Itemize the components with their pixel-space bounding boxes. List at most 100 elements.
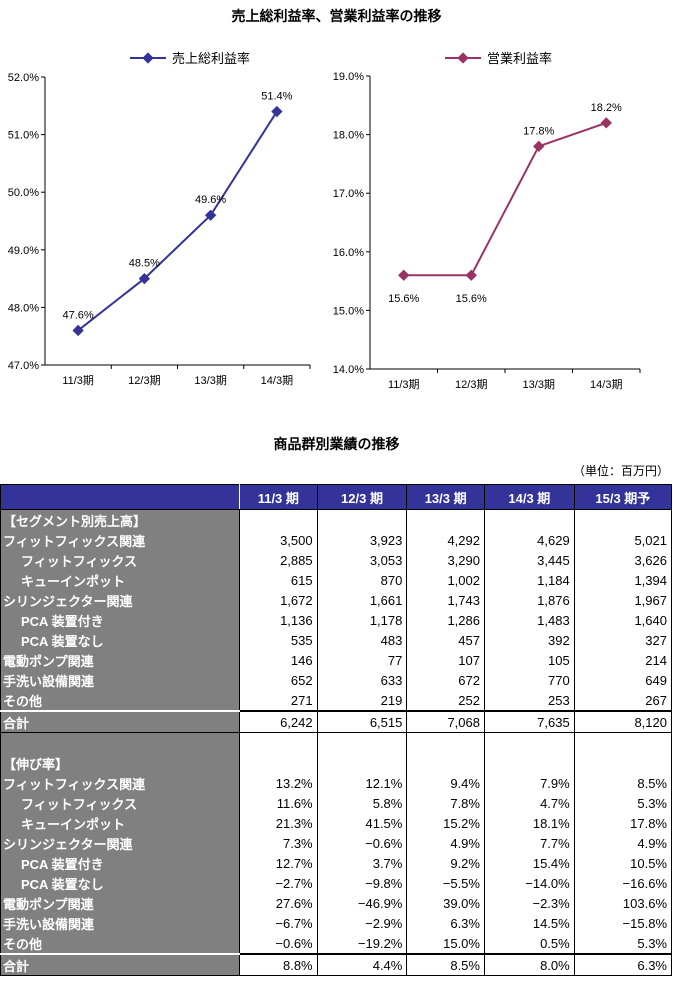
table-cell — [573, 753, 673, 773]
data-label: 15.6% — [388, 293, 419, 305]
table-cell: 7.8% — [406, 793, 485, 813]
row-label: PCA 装置付き — [0, 853, 240, 873]
table-row: キューインポット 615 870 1,002 1,184 1,394 — [0, 570, 673, 590]
table-cell: 5,021 — [573, 530, 673, 550]
data-label: 17.8% — [523, 125, 554, 137]
row-label: 合計 — [0, 710, 240, 733]
row-label: フィットフィックス — [0, 793, 240, 813]
data-point — [465, 269, 477, 281]
x-tick-label: 11/3期 — [62, 374, 94, 387]
table-cell: 6,515 — [316, 710, 408, 733]
table-cell: 146 — [239, 650, 318, 670]
table-cell: 4.4% — [316, 953, 408, 976]
table-cell: 1,184 — [483, 570, 575, 590]
row-label: キューインポット — [0, 813, 240, 833]
row-label: シリンジェクター関連 — [0, 833, 240, 853]
performance-table: 11/3 期 12/3 期 13/3 期 14/3 期 15/3 期予 【セグメント別売… — [0, 484, 673, 976]
table-cell: 17.8% — [573, 813, 673, 833]
table-cell: 4.9% — [406, 833, 485, 853]
table-cell: 535 — [239, 630, 318, 650]
table-cell — [483, 732, 575, 753]
table-cell: 7.3% — [239, 833, 318, 853]
table-cell: 12.7% — [239, 853, 318, 873]
table-cell: 327 — [573, 630, 673, 650]
x-tick-label: 13/3期 — [523, 378, 555, 391]
table-cell: 1,640 — [573, 610, 673, 630]
table-cell: 1,967 — [573, 590, 673, 610]
table-cell: −46.9% — [316, 893, 408, 913]
table-cell — [316, 509, 408, 530]
table-row: 【セグメント別売上高】 — [0, 509, 673, 530]
table-cell: 770 — [483, 670, 575, 690]
total-row: 合計 6,242 6,515 7,068 7,635 8,120 — [0, 710, 673, 733]
row-label: PCA 装置付き — [0, 610, 240, 630]
table-cell: 1,672 — [239, 590, 318, 610]
table-cell — [316, 753, 408, 773]
column-header: 15/3 期予 — [573, 484, 673, 510]
table-cell: −2.7% — [239, 873, 318, 893]
table-cell: 8.8% — [239, 953, 318, 976]
y-tick-label: 47.0% — [8, 360, 39, 372]
table-cell: −0.6% — [316, 833, 408, 853]
table-cell: 14.5% — [483, 913, 575, 933]
y-tick-label: 49.0% — [8, 245, 39, 257]
row-label: キューインポット — [0, 570, 240, 590]
total-row: 合計 8.8% 4.4% 8.5% 8.0% 6.3% — [0, 953, 673, 976]
table-cell: 219 — [316, 690, 408, 711]
table-cell: 2,885 — [239, 550, 318, 570]
table-cell — [406, 753, 485, 773]
table-cell: 7.9% — [483, 773, 575, 793]
table-cell: −9.8% — [316, 873, 408, 893]
x-tick-label: 13/3期 — [194, 374, 226, 387]
table-cell: 3,053 — [316, 550, 408, 570]
table-cell: 103.6% — [573, 893, 673, 913]
table-cell: 4,292 — [406, 530, 485, 550]
table-cell: 5.8% — [316, 793, 408, 813]
y-tick-label: 52.0% — [8, 72, 39, 84]
table-cell: −6.7% — [239, 913, 318, 933]
y-tick-label: 51.0% — [8, 130, 39, 142]
table-cell: 672 — [406, 670, 485, 690]
table-cell: 0.5% — [483, 933, 575, 954]
table-cell: 1,178 — [316, 610, 408, 630]
table-cell: 15.0% — [406, 933, 485, 954]
table-row: PCA 装置付き 1,136 1,178 1,286 1,483 1,640 — [0, 610, 673, 630]
row-label: その他 — [0, 690, 240, 711]
table-cell: 7,068 — [406, 710, 485, 733]
legend-marker — [457, 52, 469, 64]
table-cell: 1,483 — [483, 610, 575, 630]
table-cell: 10.5% — [573, 853, 673, 873]
data-point — [533, 140, 545, 152]
table-cell: −14.0% — [483, 873, 575, 893]
data-label: 49.6% — [195, 194, 226, 206]
row-label: 【伸び率】 — [0, 753, 240, 773]
table-cell: 15.4% — [483, 853, 575, 873]
table-cell: 6.3% — [406, 913, 485, 933]
table-cell: 39.0% — [406, 893, 485, 913]
data-point — [138, 272, 151, 285]
table-row: フィットフィックス関連 3,500 3,923 4,292 4,629 5,021 — [0, 530, 673, 550]
table-row: フィットフィックス関連 13.2% 12.1% 9.4% 7.9% 8.5% — [0, 773, 673, 793]
table-cell: 4.7% — [483, 793, 575, 813]
table-cell: 18.1% — [483, 813, 575, 833]
row-label: 電動ポンプ関連 — [0, 650, 240, 670]
row-label: 合計 — [0, 953, 240, 976]
y-tick-label: 16.0% — [333, 247, 364, 259]
table-cell: 652 — [239, 670, 318, 690]
table-row: PCA 装置なし 535 483 457 392 327 — [0, 630, 673, 650]
row-label — [0, 732, 240, 753]
table-row: フィットフィックス 11.6% 5.8% 7.8% 4.7% 5.3% — [0, 793, 673, 813]
row-label: 電動ポンプ関連 — [0, 893, 240, 913]
table-cell: −16.6% — [573, 873, 673, 893]
table-cell: 214 — [573, 650, 673, 670]
table-cell: 7,635 — [483, 710, 575, 733]
table-title: 商品群別業績の推移 — [273, 437, 400, 453]
charts-area: 47.0% 48.0% 49.0% 50.0% 51.0% 52.0% 11/3期 12/3期… — [8, 51, 641, 391]
table-cell: 3.7% — [316, 853, 408, 873]
table-cell: −2.3% — [483, 893, 575, 913]
table-row: その他 −0.6% −19.2% 15.0% 0.5% 5.3% — [0, 933, 673, 954]
y-tick-label: 18.0% — [333, 130, 364, 142]
row-label: フィットフィックス — [0, 550, 240, 570]
table-cell: 6.3% — [573, 953, 673, 976]
table-cell: −19.2% — [316, 933, 408, 954]
